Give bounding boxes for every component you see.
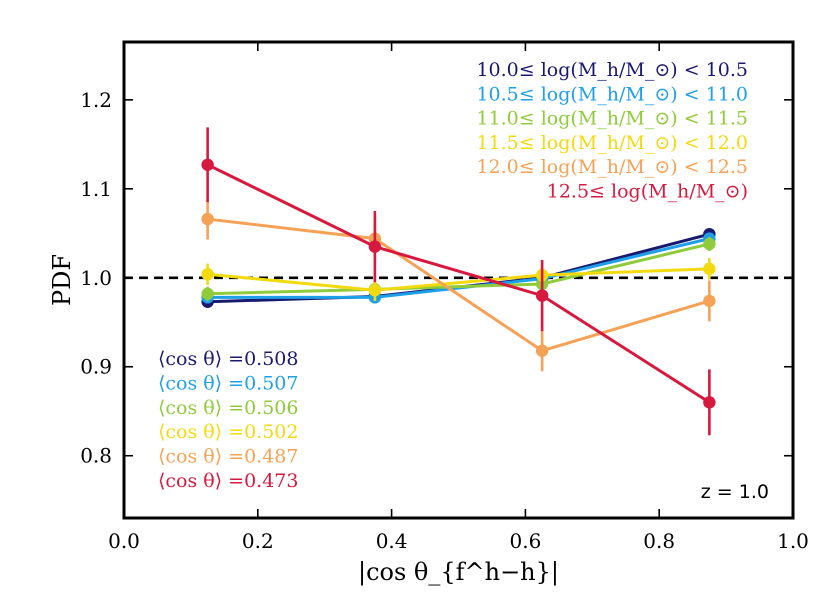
series-line: [207, 217, 710, 353]
data-point: [201, 287, 214, 300]
data-point: [201, 212, 214, 226]
y-tick-label: 0.8: [80, 444, 112, 468]
series-4: [201, 258, 716, 301]
x-tick-label: 0.8: [643, 529, 675, 553]
legend-entry: 11.0≤ log(M_h/M_⊙) < 11.5: [476, 108, 748, 130]
data-point: [703, 396, 716, 409]
y-tick-label: 0.9: [80, 355, 112, 379]
x-tick-label: 0.4: [376, 529, 408, 553]
data-point: [535, 289, 549, 302]
data-point: [703, 237, 716, 251]
series-6: [201, 127, 716, 436]
series-line: [207, 242, 710, 296]
legend-entry: 10.0≤ log(M_h/M_⊙) < 10.5: [476, 59, 748, 81]
legend-entry: 12.5≤ log(M_h/M_⊙): [547, 181, 748, 203]
mean-label: ⟨cos θ⟩ =0.502: [158, 421, 299, 443]
data-point: [201, 268, 214, 281]
x-tick-label: 0.2: [242, 529, 274, 553]
series-line: [207, 267, 710, 292]
mean-label: ⟨cos θ⟩ =0.487: [158, 446, 299, 468]
mean-label: ⟨cos θ⟩ =0.473: [158, 470, 299, 492]
series-line: [206, 163, 711, 404]
legend-entry: 11.5≤ log(M_h/M_⊙) < 12.0: [476, 132, 748, 154]
data-point: [368, 240, 382, 253]
redshift-annotation: z = 1.0: [701, 481, 769, 503]
x-tick-label: 0.0: [108, 529, 140, 553]
mean-label: ⟨cos θ⟩ =0.506: [158, 397, 299, 419]
data-point: [201, 158, 214, 171]
data-point: [535, 344, 549, 357]
y-tick-label: 1.0: [80, 266, 112, 290]
x-tick-label: 1.0: [777, 529, 809, 553]
x-axis-label: |cos θ_{f^h−h}|: [358, 558, 559, 587]
x-tick-label: 0.6: [509, 529, 541, 553]
data-point: [703, 262, 716, 276]
mean-label: ⟨cos θ⟩ =0.507: [158, 372, 299, 394]
data-point: [368, 284, 382, 297]
mean-label: ⟨cos θ⟩ =0.508: [158, 348, 299, 370]
y-axis-label: PDF: [48, 254, 76, 306]
y-tick-label: 1.1: [80, 177, 112, 201]
legend-entry: 12.0≤ log(M_h/M_⊙) < 12.5: [476, 156, 748, 178]
y-tick-label: 1.2: [80, 88, 112, 112]
legend-entry: 10.5≤ log(M_h/M_⊙) < 11.0: [476, 83, 748, 105]
data-point: [703, 294, 716, 308]
plot-frame: [122, 40, 795, 520]
